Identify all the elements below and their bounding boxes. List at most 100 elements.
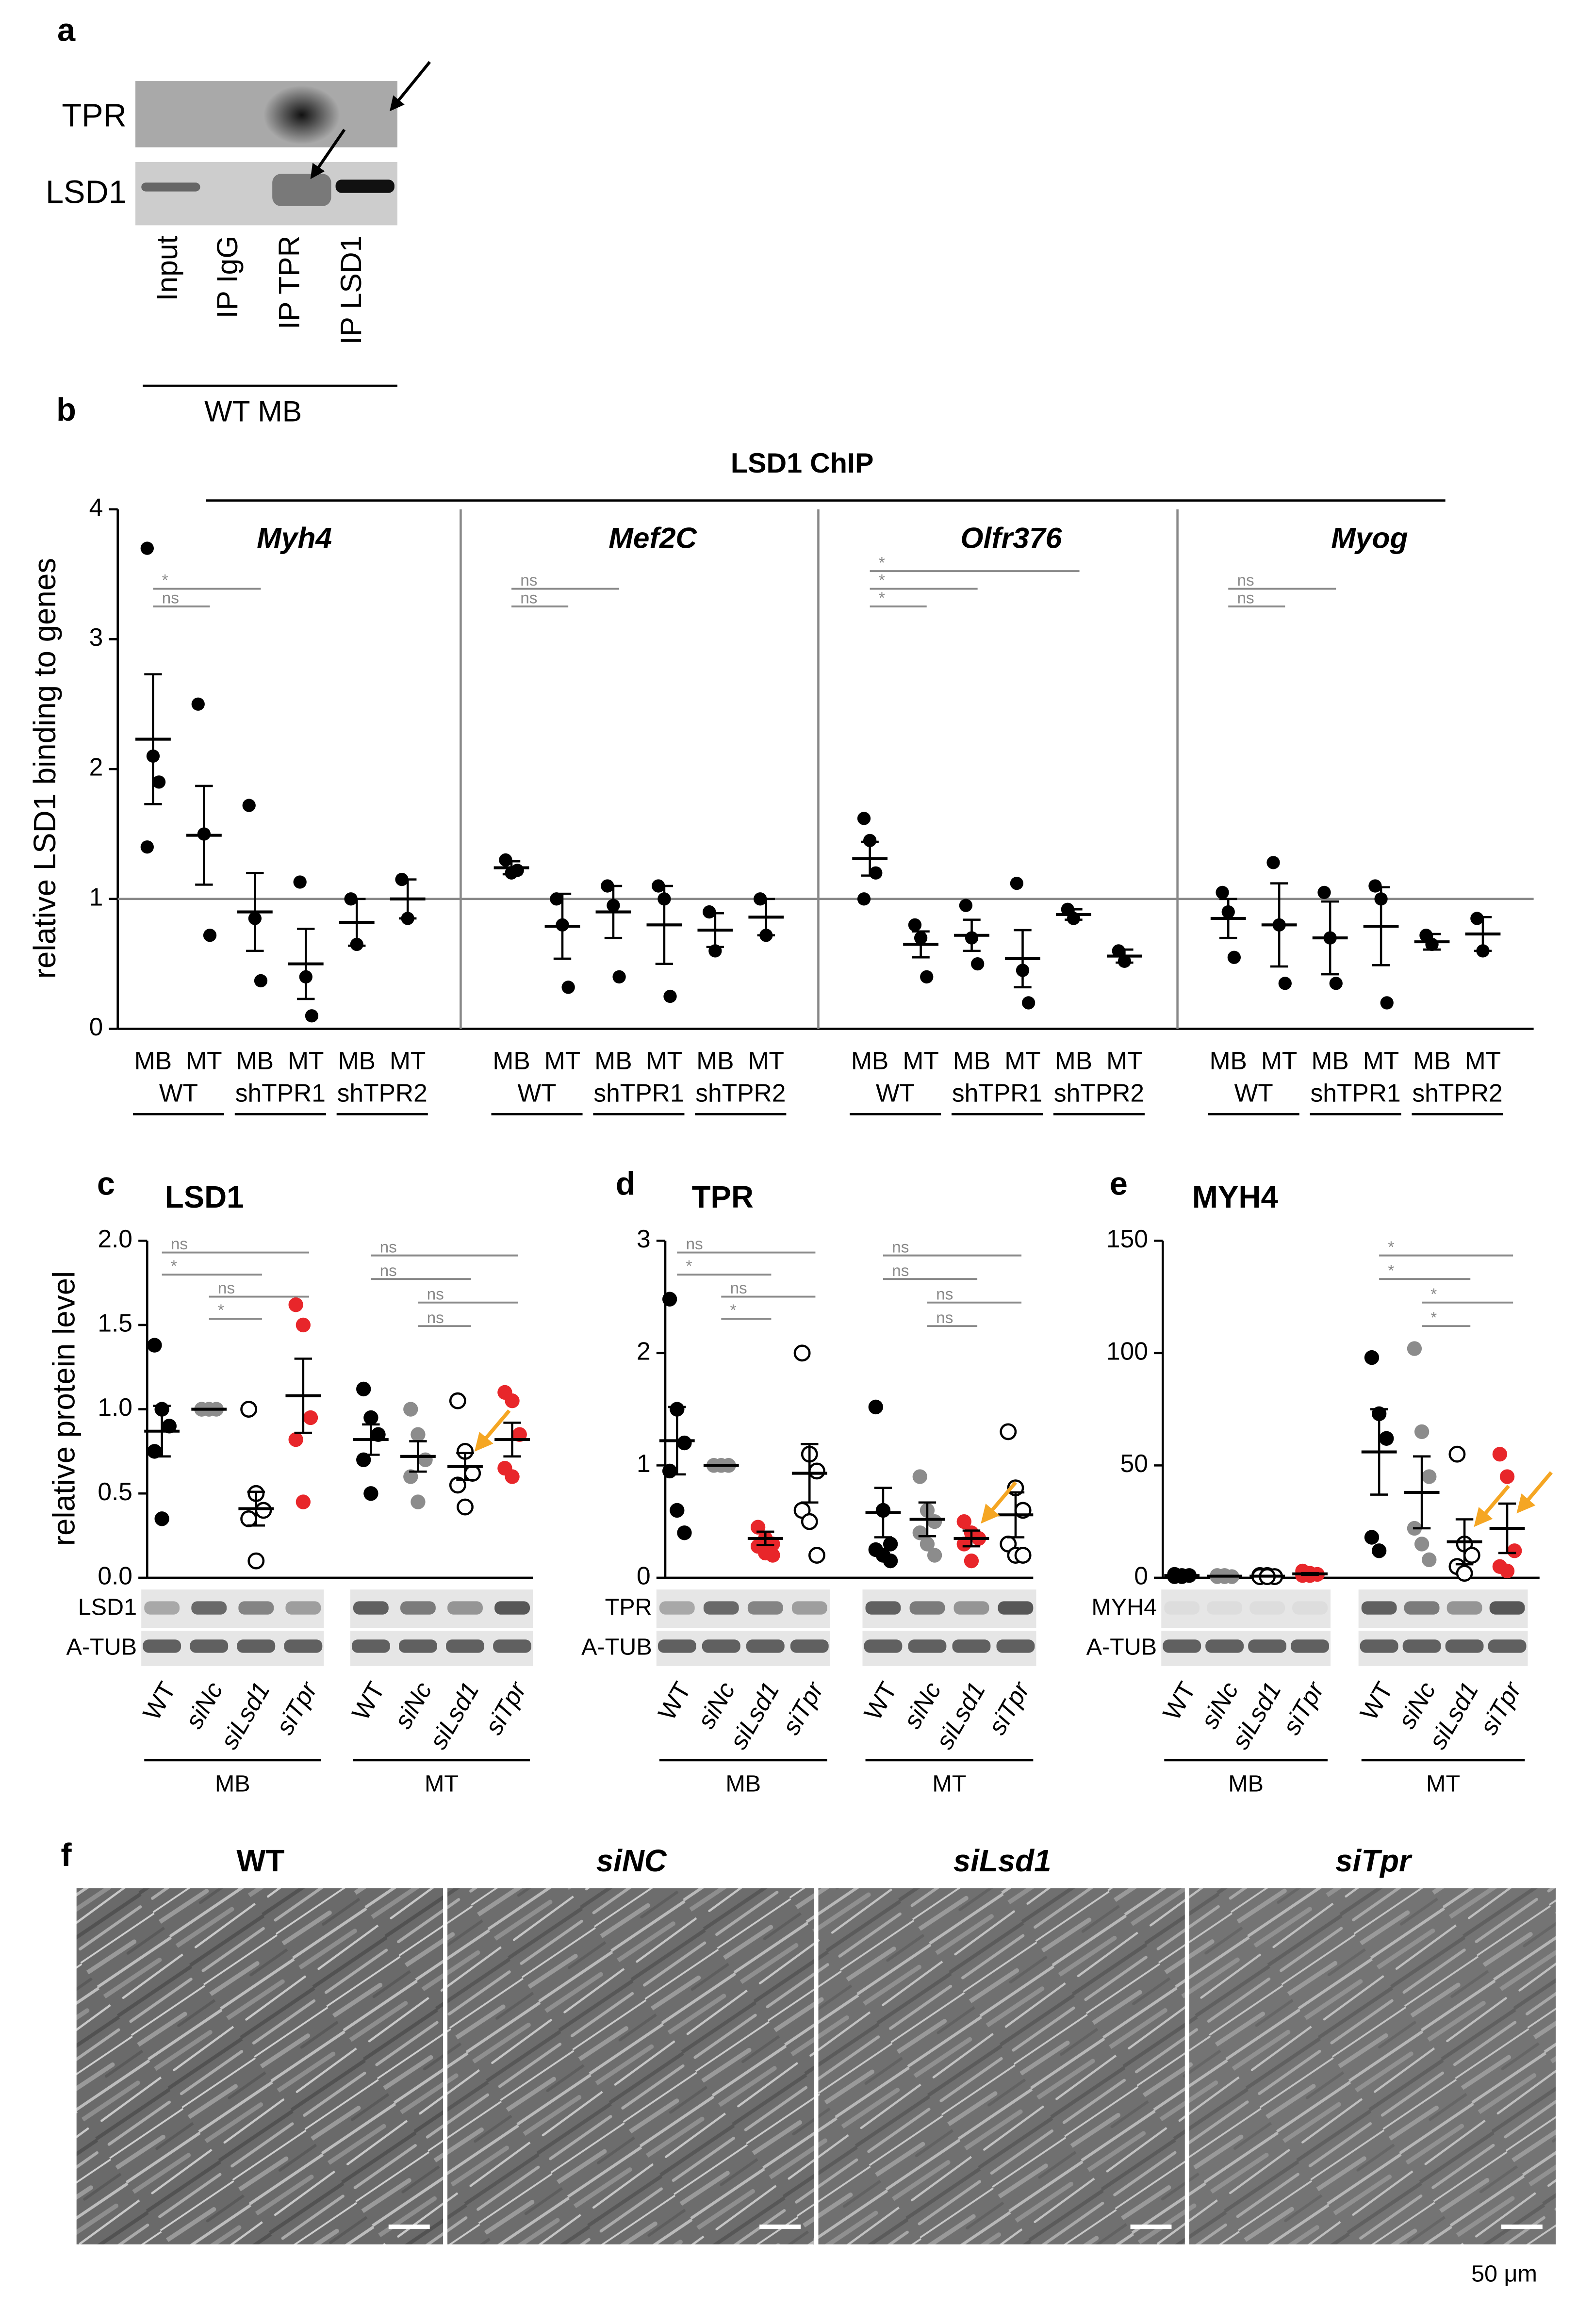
x-tick-label: siNc [180,1677,228,1733]
chart-title: MYH4 [1192,1180,1279,1214]
blot-band [190,1639,229,1653]
data-point [457,1498,474,1516]
error-bar [144,673,162,805]
blot-row-label: LSD1 [78,1594,137,1620]
error-bar [1423,933,1441,951]
data-point [801,1513,818,1530]
blot-row-label: MYH4 [1091,1594,1157,1620]
group-label: MT [425,1770,459,1797]
error-bar [1301,1571,1319,1576]
significance-label: * [1388,1262,1394,1280]
micrograph [76,1888,444,2244]
significance-label: * [171,1258,177,1276]
data-point [1317,885,1331,900]
significance-label: ns [892,1262,909,1280]
data-point [147,1444,162,1459]
error-bar [1116,948,1134,964]
y-tick-label: 0 [89,1013,103,1041]
error-bar [1474,916,1492,952]
data-point [920,1537,935,1552]
data-point [1227,950,1241,964]
blot-band [1164,1601,1200,1615]
significance-label: ns [936,1285,953,1303]
data-point [677,1525,692,1540]
blot-band [143,1639,181,1653]
error-bar [756,1530,774,1547]
data-point [1368,879,1382,893]
blot-band [1445,1639,1484,1653]
blot-strip [141,1589,324,1628]
x-tick-label: MB [1055,1047,1092,1075]
error-bar [912,930,930,959]
error-bar [655,884,674,965]
error-bar [604,884,623,939]
highlight-arrow [1474,1485,1510,1527]
blot-band [237,1639,276,1653]
error-bar [963,918,981,952]
blot-band [285,1601,321,1615]
blot-band [284,1639,323,1653]
x-tick-label: MT [1004,1047,1040,1075]
data-point [411,1427,426,1442]
group-label: MT [932,1770,966,1797]
lane-label: IP TPR [273,236,306,329]
panel-letter: a [57,13,76,49]
x-tick-label: MT [186,1047,222,1075]
significance-label: ns [218,1279,235,1297]
blot-band [447,1601,483,1615]
error-bar [456,1452,474,1481]
x-tick-label: MT [1465,1047,1501,1075]
x-tick-label: MB [851,1047,888,1075]
data-point [240,1401,258,1418]
error-bar [1173,1574,1191,1577]
x-tick-label: MT [903,1047,938,1075]
error-bar [801,1443,819,1504]
x-tick-label: MB [338,1047,376,1075]
error-bar [1014,929,1032,989]
error-bar [1370,1408,1388,1496]
x-tick-label: WT [1157,1677,1201,1725]
group-label: shTPR1 [593,1079,684,1107]
data-point [1000,1423,1017,1440]
blot-band [263,85,340,145]
lane-label: IP IgG [211,236,244,319]
data-point [147,1338,162,1353]
data-point [403,1402,418,1417]
x-tick-label: siTpr [776,1676,829,1739]
significance-label: * [1388,1238,1394,1256]
data-point [1014,1547,1032,1564]
error-bar [502,860,521,876]
data-point [920,970,934,984]
blot-band [353,1601,389,1615]
blot-band [1248,1639,1287,1653]
data-point [464,1465,481,1482]
micrograph-label: WT [236,1844,284,1878]
data-point [550,892,563,906]
blot-band [1446,1601,1482,1615]
x-tick-label: WT [346,1677,390,1725]
x-tick-label: MB [1311,1047,1348,1075]
facet-title: Mef2C [608,521,697,554]
group-label: WT [1234,1079,1273,1107]
error-bar [757,898,775,937]
significance-label: ns [892,1238,909,1256]
blot-row-label: A-TUB [1086,1634,1157,1660]
error-bar [668,1406,686,1476]
group-label: shTPR1 [952,1079,1042,1107]
error-bar [1065,908,1083,921]
y-tick-label: 0.0 [98,1562,132,1590]
blot-band [864,1639,903,1653]
data-point [296,1494,311,1509]
blot-band [335,180,394,193]
blot-strip [656,1589,830,1628]
data-point [808,1462,825,1480]
data-point [863,834,877,848]
data-point [1010,877,1024,890]
lane-label: Input [150,235,183,301]
highlight-arrow [981,1481,1017,1524]
group-label: WT [876,1079,915,1107]
error-bar [503,1422,521,1458]
y-axis-label: relative protein level [47,1271,81,1546]
significance-label: ns [427,1309,444,1327]
facet-title: Olfr376 [960,521,1062,554]
